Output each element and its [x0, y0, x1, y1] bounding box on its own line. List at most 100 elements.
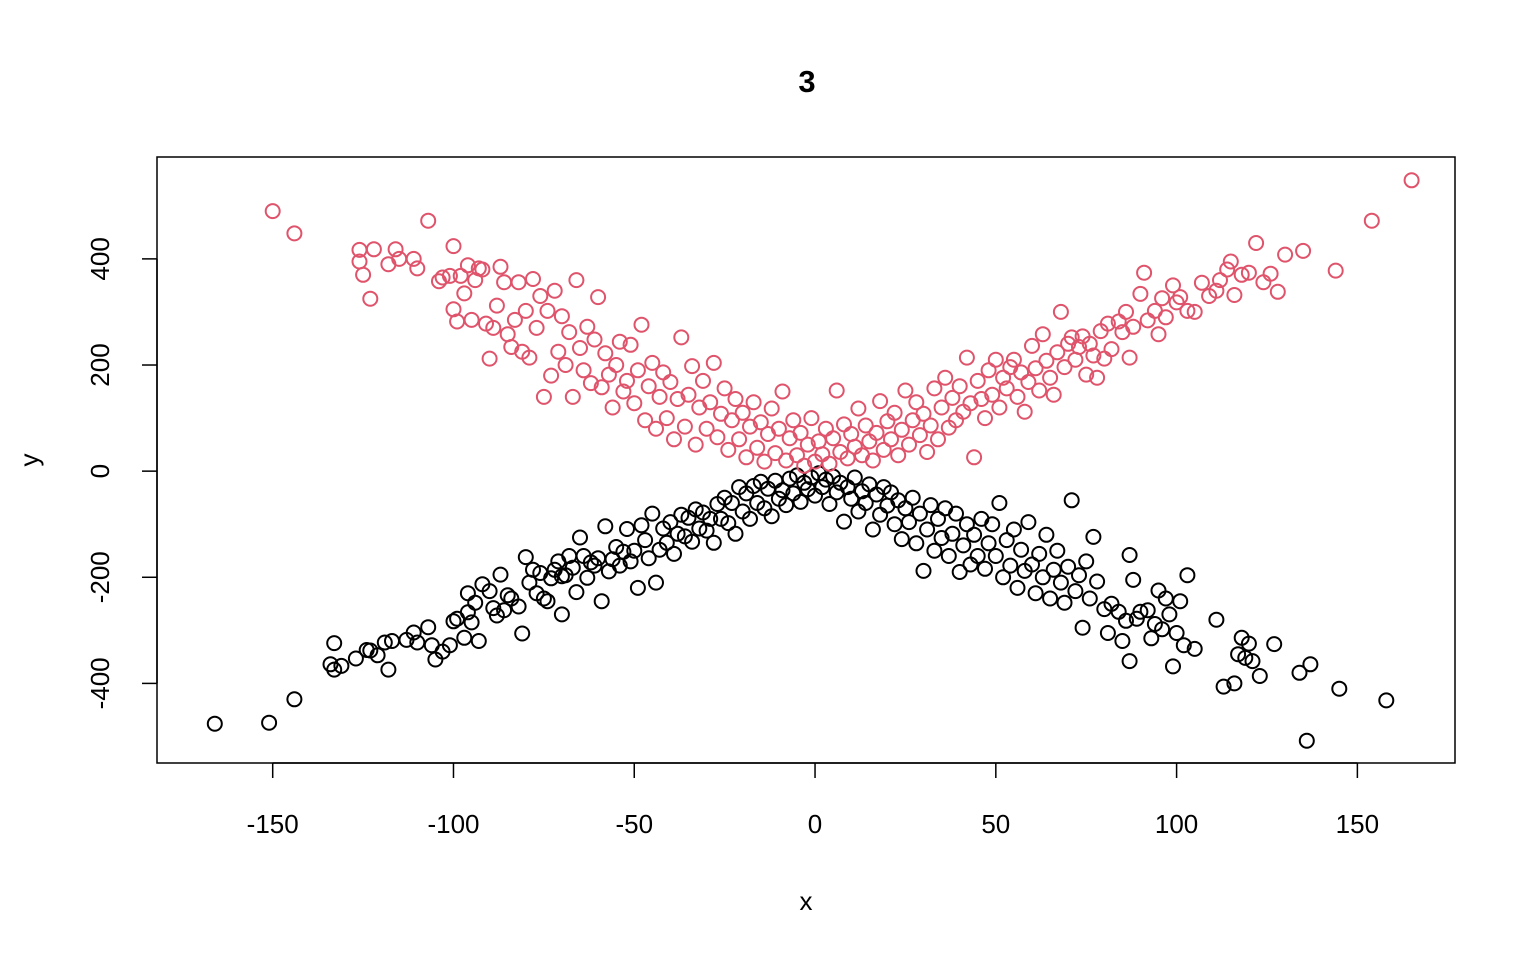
data-point [785, 412, 802, 429]
data-point [405, 624, 422, 641]
data-point [1045, 386, 1062, 403]
data-point [1219, 261, 1236, 278]
data-point [1078, 553, 1095, 570]
data-point [1125, 318, 1142, 335]
data-point [593, 379, 610, 396]
data-point [481, 583, 498, 600]
data-point [286, 691, 303, 708]
data-point [550, 343, 567, 360]
data-point [781, 470, 798, 487]
data-point [1049, 542, 1066, 559]
data-point [1121, 653, 1138, 670]
data-point [991, 399, 1008, 416]
data-point [1186, 303, 1203, 320]
data-point [666, 431, 682, 448]
data-point [380, 661, 397, 678]
data-point [1052, 303, 1069, 320]
data-point [525, 561, 541, 578]
data-point [1244, 653, 1261, 670]
data-point [553, 308, 570, 325]
data-point [948, 505, 964, 522]
data-point [908, 394, 925, 411]
data-point [651, 388, 668, 405]
data-point [836, 416, 852, 433]
y-tick-label: 400 [85, 237, 115, 280]
data-point [933, 530, 950, 546]
data-point [658, 534, 675, 551]
data-point [817, 471, 834, 488]
data-point [930, 431, 946, 448]
data-point [514, 625, 531, 642]
data-point [1327, 262, 1344, 279]
data-point [778, 497, 795, 514]
data-point [434, 269, 451, 286]
data-point [510, 274, 527, 291]
data-point [1078, 366, 1095, 383]
data-point [915, 562, 932, 579]
data-point [774, 482, 791, 499]
data-point [966, 449, 983, 466]
data-point [817, 420, 834, 437]
data-point [1179, 302, 1196, 319]
data-point [951, 564, 968, 580]
data-point [1063, 492, 1080, 509]
data-point [864, 521, 881, 538]
data-point [1002, 557, 1019, 574]
data-point [987, 548, 1004, 564]
series-2 [264, 172, 1420, 474]
data-point [904, 489, 921, 506]
x-tick-label: -150 [247, 809, 299, 839]
data-point [557, 357, 574, 373]
y-axis: -400 -200 0 200 400 [85, 237, 158, 709]
data-point [1165, 658, 1181, 675]
data-point [676, 418, 693, 435]
data-point [1121, 547, 1138, 563]
data-point [966, 526, 983, 543]
data-point [705, 354, 722, 371]
data-point [1233, 266, 1250, 283]
data-point [543, 570, 560, 587]
data-point [586, 331, 603, 348]
data-point [850, 503, 867, 520]
x-tick-label: -100 [427, 809, 479, 839]
data-point [1172, 289, 1189, 306]
data-point [590, 289, 607, 306]
data-point [510, 598, 527, 615]
data-point [470, 633, 487, 649]
data-point [698, 522, 715, 539]
data-point [926, 542, 943, 559]
data-point [449, 313, 466, 330]
data-point [716, 380, 733, 397]
data-point [1186, 640, 1203, 657]
data-point [987, 351, 1004, 368]
data-point [1179, 567, 1196, 584]
data-point [326, 635, 343, 652]
y-tick-label: -400 [85, 657, 115, 709]
data-point [1125, 571, 1142, 588]
data-point [792, 493, 809, 510]
data-point [572, 340, 588, 356]
data-point [893, 421, 910, 438]
data-point [962, 395, 979, 412]
data-point [944, 525, 961, 542]
data-point [333, 657, 350, 674]
data-point [673, 329, 690, 346]
data-point [1118, 303, 1134, 320]
y-axis-label: y [14, 454, 44, 467]
data-point [1060, 558, 1077, 575]
data-point [1071, 339, 1087, 355]
data-point [1005, 521, 1022, 538]
data-point [1027, 360, 1044, 377]
data-point [535, 590, 552, 607]
data-point [1056, 359, 1073, 376]
data-point [908, 535, 925, 552]
data-point [1215, 678, 1232, 695]
data-point [496, 274, 513, 291]
data-point [1099, 625, 1116, 641]
data-point [919, 521, 936, 538]
data-point [1103, 341, 1120, 358]
data-point [756, 453, 773, 470]
data-point [546, 282, 563, 299]
data-point [593, 593, 610, 610]
data-point [984, 386, 1001, 403]
